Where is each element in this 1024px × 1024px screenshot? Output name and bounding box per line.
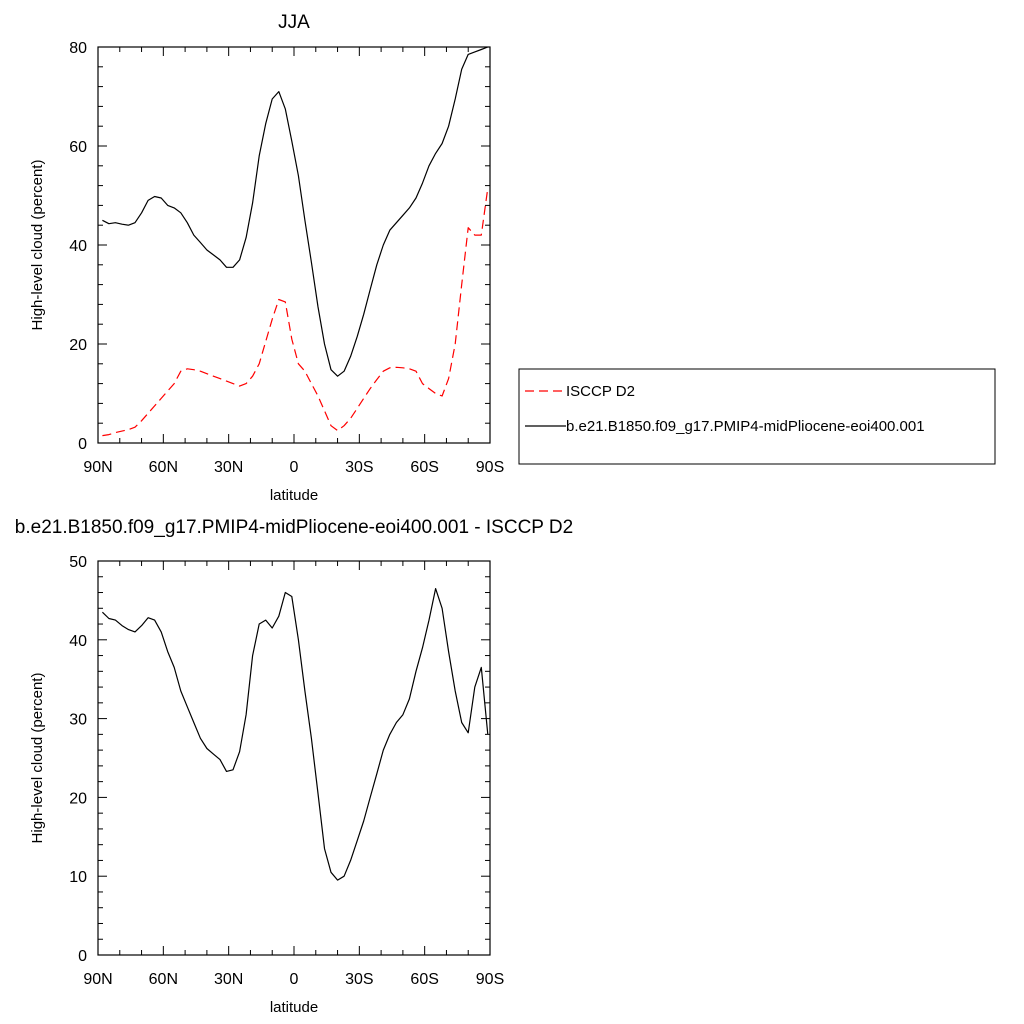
- series-line-2: [102, 46, 489, 377]
- y-tick-label: 20: [69, 790, 87, 807]
- chart-title: JJA: [278, 12, 310, 33]
- y-tick-label: 30: [69, 712, 87, 729]
- x-tick-label: 90S: [476, 971, 504, 988]
- legend: ISCCP D2 b.e21.B1850.f09_g17.PMIP4-midPli…: [518, 368, 996, 465]
- y-tick-label: 0: [78, 436, 87, 453]
- y-tick-label: 40: [69, 238, 87, 255]
- y-tick-label: 80: [69, 40, 87, 57]
- y-tick-label: 40: [69, 633, 87, 650]
- y-tick-label: 0: [78, 948, 87, 965]
- y-tick-label: 10: [69, 869, 87, 886]
- x-tick-label: 60N: [149, 459, 178, 476]
- series-line-1: [102, 188, 489, 437]
- series-line-1: [101, 587, 489, 881]
- y-tick-label: 60: [69, 139, 87, 156]
- x-tick-label: 60S: [410, 459, 438, 476]
- x-tick-label: 30N: [214, 971, 243, 988]
- x-tick-label: 30N: [214, 459, 243, 476]
- legend-label-2: b.e21.B1850.f09_g17.PMIP4-midPliocene-eo…: [566, 418, 925, 435]
- legend-label-1: ISCCP D2: [566, 383, 635, 400]
- plot-frame: [97, 560, 491, 956]
- chart-2: 90N 60N 30N 0 30S 60S 90S 0 10 20 30 40 50 latitude Hi…: [15, 517, 573, 1016]
- x-tick-label: 30S: [345, 971, 373, 988]
- x-tick-label: 0: [290, 971, 299, 988]
- x-tick-label: 30S: [345, 459, 373, 476]
- x-axis-label: latitude: [270, 999, 318, 1016]
- x-tick-label: 60N: [149, 971, 178, 988]
- x-axis-label: latitude: [270, 487, 318, 504]
- y-axis-label: High-level cloud (percent): [29, 673, 46, 844]
- x-tick-label: 60S: [410, 971, 438, 988]
- chart-title: b.e21.B1850.f09_g17.PMIP4-midPliocene-eo…: [15, 517, 573, 538]
- y-axis-label: High-level cloud (percent): [29, 160, 46, 331]
- y-tick-label: 20: [69, 337, 87, 354]
- tick-marks: [97, 560, 491, 956]
- plot-frame: [97, 46, 491, 444]
- tick-marks: [97, 46, 491, 444]
- x-tick-label: 90N: [83, 971, 112, 988]
- chart-1: 90N 60N 30N 0 30S 60S 90S 0 20 40 60 80 latitude High…: [29, 12, 996, 504]
- y-tick-label: 50: [69, 554, 87, 571]
- x-tick-label: 90S: [476, 459, 504, 476]
- x-tick-label: 90N: [83, 459, 112, 476]
- legend-box: [518, 368, 996, 465]
- x-tick-label: 0: [290, 459, 299, 476]
